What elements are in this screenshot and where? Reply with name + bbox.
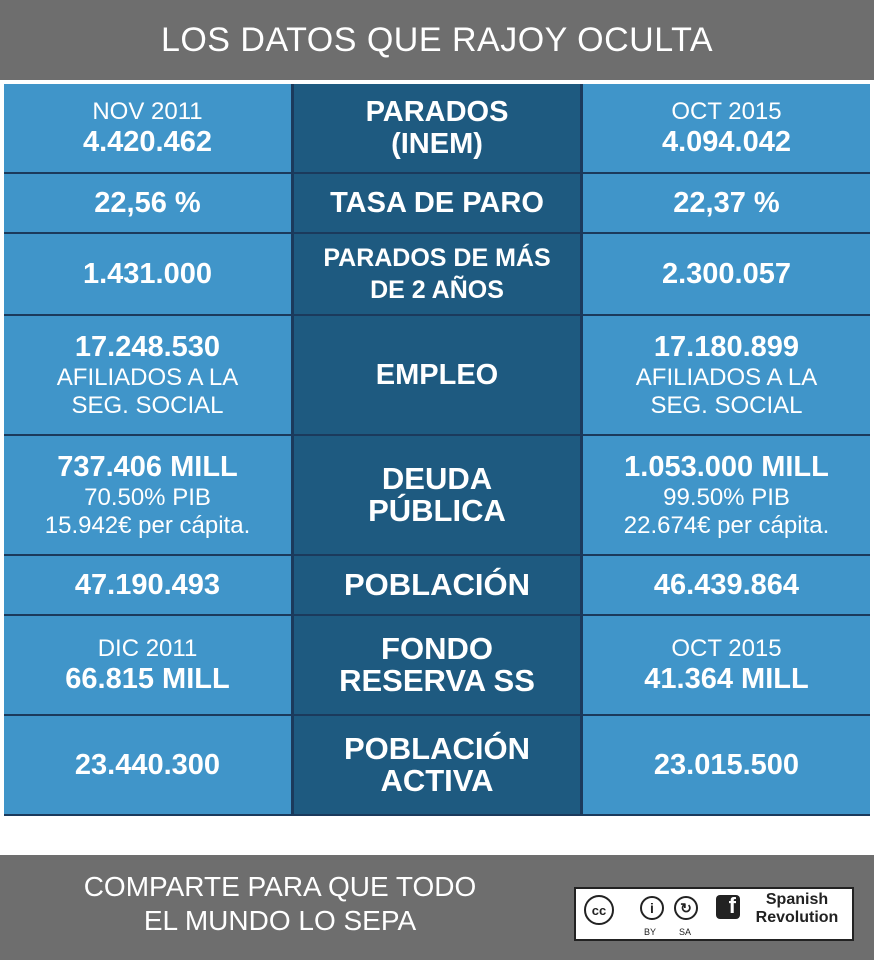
- value-text: 66.815 MILL: [65, 662, 230, 695]
- footer-line-1: COMPARTE PARA QUE TODO: [83, 871, 477, 902]
- detail-text: AFILIADOS A LA: [56, 363, 239, 391]
- brand-name: Spanish Revolution: [744, 891, 850, 927]
- row-label-line: PARADOS DE MÁS: [323, 244, 551, 272]
- detail-text: 99.50% PIB: [663, 483, 790, 511]
- row-label-line: EMPLEO: [375, 359, 499, 391]
- value-text: 23.015.500: [653, 748, 800, 781]
- brand-line-1: Spanish: [765, 891, 829, 908]
- detail-text: 22.674€ per cápita.: [623, 511, 830, 539]
- cell-2011: NOV 2011 4.420.462: [4, 84, 291, 172]
- row-label-cell: TASA DE PARO: [294, 174, 580, 232]
- cc-sa-label: SA: [679, 927, 692, 937]
- cell-2015: 17.180.899 AFILIADOS A LA SEG. SOCIAL: [583, 316, 870, 434]
- data-table: NOV 2011 4.420.462 PARADOS (INEM) OCT 2015 4.…: [4, 84, 870, 816]
- value-text: 1.053.000 MILL: [624, 450, 829, 483]
- cc-by-label: BY: [644, 927, 657, 937]
- row-label-cell: POBLACIÓN: [294, 556, 580, 614]
- cell-2011: 22,56 %: [4, 174, 291, 232]
- cell-2011: 17.248.530 AFILIADOS A LA SEG. SOCIAL: [4, 316, 291, 434]
- footer-line-2: EL MUNDO LO SEPA: [143, 905, 417, 936]
- value-text: 2.300.057: [661, 257, 791, 290]
- cell-2011: 1.431.000: [4, 234, 291, 314]
- footer-message: COMPARTE PARA QUE TODO EL MUNDO LO SEPA: [20, 870, 540, 938]
- row-label-line: (INEM): [391, 128, 483, 160]
- row-label-line: POBLACIÓN: [344, 731, 530, 766]
- value-text: 41.364 MILL: [644, 662, 809, 695]
- row-label-line: FONDO: [381, 631, 493, 666]
- cc-icon: cc: [584, 895, 614, 925]
- row-label-cell: DEUDA PÚBLICA: [294, 436, 580, 554]
- page-title-text: LOS DATOS QUE RAJOY OCULTA: [160, 20, 714, 59]
- value-text: 17.180.899: [653, 330, 800, 363]
- detail-text: OCT 2015: [671, 97, 782, 125]
- facebook-icon: f: [716, 893, 740, 919]
- cell-2011: 23.440.300: [4, 716, 291, 814]
- detail-text: SEG. SOCIAL: [71, 391, 224, 419]
- cell-2015: 46.439.864: [583, 556, 870, 614]
- row-label-line: ACTIVA: [380, 763, 494, 798]
- value-text: 47.190.493: [74, 568, 221, 601]
- row-label-cell: PARADOS DE MÁS DE 2 AÑOS: [294, 234, 580, 314]
- value-text: 4.094.042: [661, 125, 791, 158]
- detail-text: SEG. SOCIAL: [650, 391, 803, 419]
- value-text: 1.431.000: [82, 257, 212, 290]
- detail-text: DIC 2011: [97, 634, 198, 662]
- cell-2015: 1.053.000 MILL 99.50% PIB 22.674€ per cápi…: [583, 436, 870, 554]
- cell-2015: 22,37 %: [583, 174, 870, 232]
- value-text: 23.440.300: [74, 748, 221, 781]
- cell-2011: 737.406 MILL 70.50% PIB 15.942€ per cápita…: [4, 436, 291, 554]
- row-label-line: PÚBLICA: [368, 493, 506, 528]
- value-text: 4.420.462: [82, 125, 212, 158]
- cell-2011: DIC 2011 66.815 MILL: [4, 616, 291, 714]
- value-text: 737.406 MILL: [57, 450, 238, 483]
- cc-icon-text: cc: [591, 902, 607, 918]
- row-label-cell: EMPLEO: [294, 316, 580, 434]
- row-label-line: POBLACIÓN: [344, 567, 530, 602]
- row-label-line: TASA DE PARO: [330, 187, 544, 219]
- detail-text: AFILIADOS A LA: [635, 363, 818, 391]
- cell-2015: OCT 2015 4.094.042: [583, 84, 870, 172]
- cc-license-badge: cc i ↻ BY SA f Spanish Revolution: [574, 887, 854, 941]
- facebook-icon-glyph: f: [728, 893, 736, 918]
- row-label-cell: PARADOS (INEM): [294, 84, 580, 172]
- value-text: 22,37 %: [673, 186, 780, 219]
- row-label-line: DEUDA: [381, 461, 493, 496]
- row-label-cell: POBLACIÓN ACTIVA: [294, 716, 580, 814]
- cell-2015: OCT 2015 41.364 MILL: [583, 616, 870, 714]
- value-text: 17.248.530: [74, 330, 221, 363]
- value-text: 46.439.864: [653, 568, 800, 601]
- row-label-cell: FONDO RESERVA SS: [294, 616, 580, 714]
- attribution-icon: i: [640, 896, 664, 920]
- cell-2011: 47.190.493: [4, 556, 291, 614]
- row-label-line: PARADOS: [365, 96, 509, 128]
- row-label-line: RESERVA SS: [339, 663, 535, 698]
- cell-2015: 23.015.500: [583, 716, 870, 814]
- share-alike-icon: ↻: [674, 896, 698, 920]
- detail-text: NOV 2011: [92, 97, 203, 125]
- detail-text: 15.942€ per cápita.: [44, 511, 251, 539]
- value-text: 22,56 %: [94, 186, 201, 219]
- cell-2015: 2.300.057: [583, 234, 870, 314]
- page-title: LOS DATOS QUE RAJOY OCULTA: [0, 0, 874, 80]
- row-label-line: DE 2 AÑOS: [370, 276, 504, 304]
- brand-line-2: Revolution: [755, 909, 839, 926]
- detail-text: OCT 2015: [671, 634, 782, 662]
- detail-text: 70.50% PIB: [84, 483, 211, 511]
